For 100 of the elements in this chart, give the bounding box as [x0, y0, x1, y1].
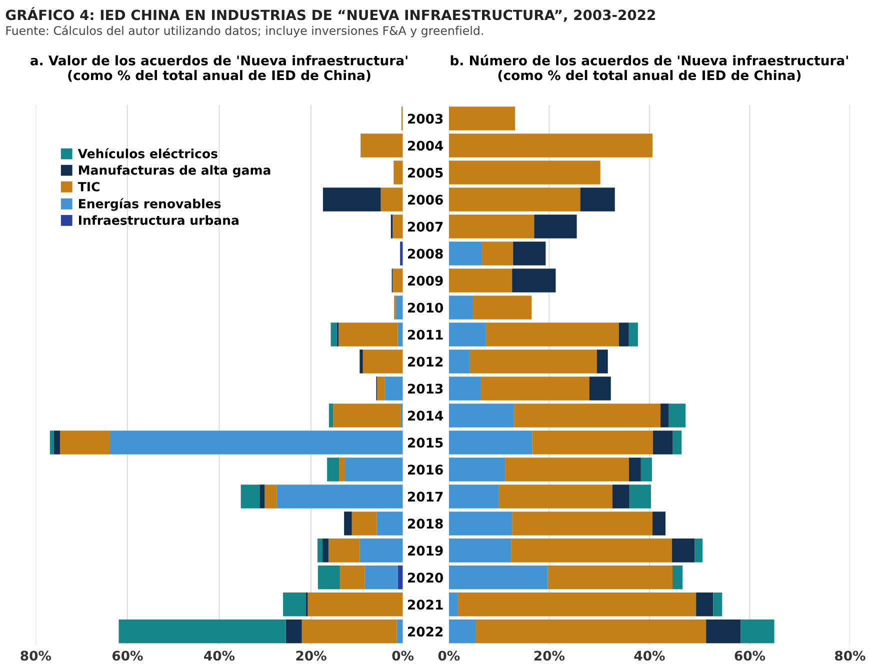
y-tick-label: 2021 [408, 600, 443, 610]
bar [448, 592, 458, 616]
bar [458, 592, 696, 616]
bar [317, 538, 322, 562]
bar [628, 458, 641, 482]
bar [640, 458, 652, 482]
y-tick-label: 2008 [408, 248, 443, 259]
bar [286, 620, 302, 644]
bar [448, 566, 548, 590]
y-tick-label: 2019 [408, 546, 443, 556]
bar [352, 512, 377, 536]
bar [394, 160, 403, 184]
bar [629, 484, 651, 508]
chart-title: a. Valor de los acuerdos de 'Nueva infraestructura' (como % del total anual de IED de China) [30, 55, 408, 82]
bar [54, 430, 60, 454]
bar [328, 538, 360, 562]
bar [448, 458, 506, 482]
source-note: Fuente: Cálculos del autor utilizando datos; incluye inversiones F&A y greenfield. [6, 25, 483, 38]
bar [628, 322, 638, 346]
bar [448, 106, 516, 130]
bar [448, 620, 476, 644]
bar [240, 484, 260, 508]
bar [448, 512, 512, 536]
x-tick-label: 0% [392, 650, 414, 661]
bar [448, 188, 580, 212]
bar [396, 620, 403, 644]
x-tick-label: 40% [634, 650, 665, 661]
bar [668, 404, 686, 428]
bar [50, 430, 54, 454]
y-tick-label: 2005 [408, 168, 443, 178]
y-tick-label: 2018 [408, 518, 443, 529]
bar [318, 566, 340, 590]
bar [706, 620, 741, 644]
bar [448, 350, 470, 374]
bar [514, 404, 660, 428]
bar [322, 188, 381, 212]
bar [532, 430, 653, 454]
bar [448, 134, 652, 158]
bar [480, 376, 590, 400]
bar [652, 430, 673, 454]
y-tick-label: 2014 [408, 410, 444, 421]
bar [328, 404, 334, 428]
bar [110, 430, 403, 454]
bar [652, 512, 666, 536]
y-tick-label: 2013 [408, 384, 443, 394]
bar [475, 620, 706, 644]
bar [486, 322, 619, 346]
bar [339, 458, 345, 482]
bar [384, 376, 403, 400]
legend-label: Vehículos eléctricos [78, 148, 218, 158]
bar [330, 322, 337, 346]
bar [360, 350, 363, 374]
bar [392, 214, 403, 238]
bar [498, 484, 612, 508]
bar [448, 296, 472, 320]
y-tick-label: 2010 [408, 302, 444, 313]
bar [513, 242, 546, 266]
y-tick-label: 2006 [408, 194, 443, 205]
bar [392, 268, 403, 292]
y-tick-label: 2004 [408, 140, 444, 151]
bar [713, 592, 722, 616]
x-tick-label: 0% [438, 650, 460, 661]
bar [322, 538, 328, 562]
x-tick-label: 60% [734, 650, 766, 661]
bar [398, 322, 403, 346]
x-tick-label: 60% [112, 650, 143, 661]
bar [580, 188, 615, 212]
bar [612, 484, 630, 508]
y-tick-label: 2012 [408, 356, 443, 367]
bar [364, 566, 398, 590]
bar [448, 538, 512, 562]
bar [672, 566, 683, 590]
x-tick-label: 20% [296, 650, 326, 661]
text: GRÁFICO 4: IED CHINA EN INDUSTRIAS DE “NUEVA INFRAESTRUCTURA”, 2003-2022 [6, 7, 655, 22]
bar [398, 566, 403, 590]
bar [512, 268, 556, 292]
x-tick-label: 40% [204, 650, 235, 661]
y-tick-label: 2017 [408, 492, 443, 502]
bar [448, 430, 532, 454]
bar [283, 592, 306, 616]
bar [548, 566, 673, 590]
bar [448, 214, 534, 238]
bar [360, 538, 403, 562]
bar [344, 512, 352, 536]
bar [472, 296, 532, 320]
bar [264, 484, 277, 508]
bar [448, 376, 481, 400]
bar [618, 322, 629, 346]
bar [327, 458, 340, 482]
bar [448, 322, 486, 346]
bar [118, 620, 286, 644]
bar [660, 404, 669, 428]
bar [448, 484, 499, 508]
x-tick-label: 20% [534, 650, 565, 661]
bar [260, 484, 265, 508]
bar [505, 458, 629, 482]
y-tick-label: 2003 [408, 114, 443, 124]
bar [596, 350, 608, 374]
bar [448, 268, 512, 292]
bar [60, 430, 110, 454]
